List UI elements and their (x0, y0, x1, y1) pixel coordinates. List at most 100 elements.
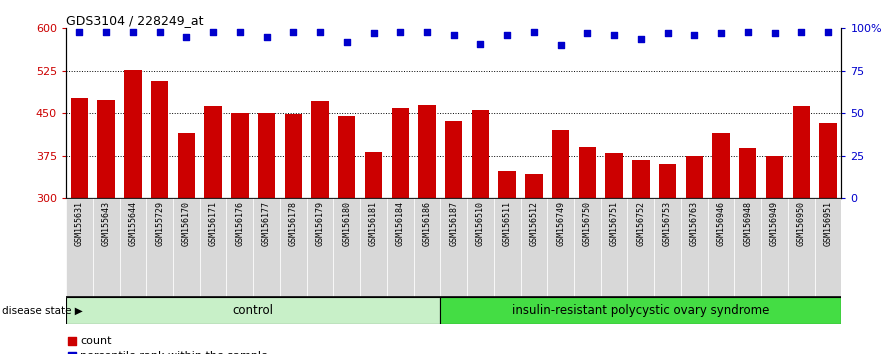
Bar (655, 198, 681, 297)
Text: GSM156751: GSM156751 (610, 201, 618, 246)
Bar (173, 198, 200, 297)
Point (553, 42, 567, 48)
Bar (552, 130, 569, 198)
Point (366, 30, 381, 36)
Point (714, 30, 728, 36)
Bar (685, 156, 703, 198)
Bar (766, 156, 783, 198)
Text: GSM156177: GSM156177 (262, 201, 271, 246)
Text: GSM156753: GSM156753 (663, 201, 672, 246)
Text: GSM156178: GSM156178 (289, 201, 298, 246)
Point (661, 30, 675, 36)
Text: GSM156179: GSM156179 (315, 201, 324, 246)
Point (340, 39, 354, 45)
Bar (66, 198, 93, 297)
Text: GSM156170: GSM156170 (181, 201, 191, 246)
Text: GSM156181: GSM156181 (369, 201, 378, 246)
Point (233, 29, 247, 35)
Bar (285, 114, 302, 198)
Text: GSM155631: GSM155631 (75, 201, 84, 246)
Point (313, 29, 327, 35)
Point (527, 29, 541, 35)
Text: GSM156750: GSM156750 (583, 201, 592, 246)
Point (821, 29, 835, 35)
Bar (418, 105, 436, 198)
Text: count: count (80, 336, 112, 346)
Bar (681, 198, 707, 297)
Bar (151, 81, 168, 198)
Bar (633, 160, 649, 198)
Point (206, 29, 220, 35)
Bar (124, 70, 142, 198)
Text: GSM155643: GSM155643 (101, 201, 111, 246)
Bar (66, 297, 440, 324)
Point (126, 29, 140, 35)
Bar (93, 198, 120, 297)
Bar (387, 198, 413, 297)
Bar (360, 198, 387, 297)
Text: GSM156510: GSM156510 (476, 201, 485, 246)
Bar (713, 133, 729, 198)
Bar (98, 100, 115, 198)
Point (100, 29, 114, 35)
Text: GSM155729: GSM155729 (155, 201, 164, 246)
Text: GSM156948: GSM156948 (744, 201, 752, 246)
Text: GSM156950: GSM156950 (796, 201, 806, 246)
Bar (605, 154, 623, 198)
Point (473, 41, 487, 46)
Bar (819, 123, 837, 198)
Point (741, 29, 755, 35)
Bar (761, 198, 788, 297)
Bar (226, 198, 253, 297)
Bar (547, 198, 574, 297)
Bar (253, 198, 280, 297)
Bar (735, 198, 761, 297)
Text: disease state ▶: disease state ▶ (2, 306, 83, 316)
Bar (521, 198, 547, 297)
Bar (200, 198, 226, 297)
Bar (440, 198, 467, 297)
Bar (333, 198, 360, 297)
Point (607, 32, 621, 38)
Bar (579, 147, 596, 198)
Bar (311, 101, 329, 198)
Text: GSM156949: GSM156949 (770, 201, 779, 246)
Point (65, 338, 79, 344)
Bar (391, 108, 409, 198)
Bar (471, 110, 489, 198)
Text: GSM155644: GSM155644 (129, 201, 137, 246)
Point (581, 30, 595, 36)
Text: GSM156187: GSM156187 (449, 201, 458, 246)
Point (72, 29, 86, 35)
Bar (525, 174, 543, 198)
Point (687, 32, 701, 38)
Bar (494, 198, 521, 297)
Text: GSM156511: GSM156511 (503, 201, 512, 246)
Text: percentile rank within the sample: percentile rank within the sample (80, 352, 268, 354)
Point (633, 36, 648, 41)
Bar (178, 133, 195, 198)
Text: GSM156180: GSM156180 (343, 201, 352, 246)
Bar (258, 113, 275, 198)
Bar (307, 198, 333, 297)
Point (767, 30, 781, 36)
Bar (815, 198, 841, 297)
Text: GSM156763: GSM156763 (690, 201, 699, 246)
Point (447, 32, 461, 38)
Bar (365, 152, 382, 198)
Bar (413, 198, 440, 297)
Point (420, 29, 434, 35)
Bar (627, 198, 655, 297)
Text: GSM156186: GSM156186 (423, 201, 432, 246)
Bar (574, 198, 601, 297)
Bar (659, 164, 677, 198)
Point (152, 29, 167, 35)
Bar (146, 198, 173, 297)
Bar (70, 98, 88, 198)
Bar (499, 171, 516, 198)
Text: insulin-resistant polycystic ovary syndrome: insulin-resistant polycystic ovary syndr… (512, 304, 769, 317)
Point (500, 32, 515, 38)
Text: GSM156946: GSM156946 (716, 201, 726, 246)
Point (286, 29, 300, 35)
Bar (280, 198, 307, 297)
